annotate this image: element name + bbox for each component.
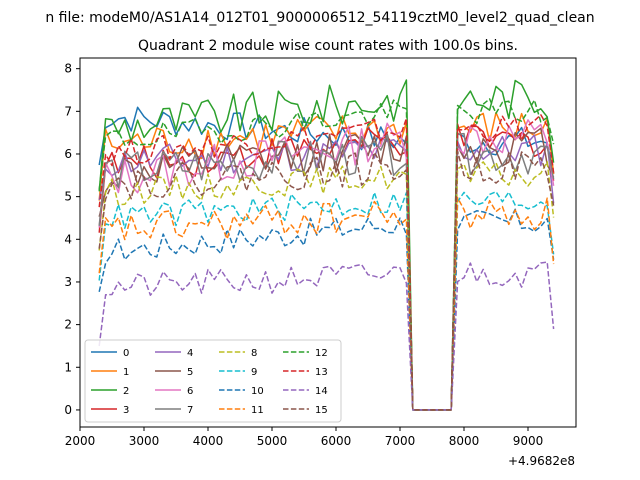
legend-label-13: 13 <box>315 367 328 378</box>
legend-label-2: 2 <box>123 386 129 397</box>
x-tick-label: 9000 <box>513 434 544 448</box>
legend-label-15: 15 <box>315 405 328 416</box>
series-line-15 <box>98 150 555 411</box>
series-line-2 <box>98 79 555 411</box>
y-tick-label: 6 <box>64 147 72 161</box>
y-tick-label: 0 <box>64 403 72 417</box>
x-tick-label: 3000 <box>129 434 160 448</box>
series-layer <box>98 79 555 411</box>
x-offset-label: +4.9682e8 <box>508 454 575 468</box>
legend-label-5: 5 <box>187 367 193 378</box>
x-tick-label: 7000 <box>385 434 416 448</box>
chart-title: Quadrant 2 module wise count rates with … <box>138 38 518 54</box>
y-tick-label: 2 <box>64 318 72 332</box>
series-line-12 <box>98 98 555 411</box>
y-axis: 0 1 2 3 4 5 6 7 8 <box>64 62 80 417</box>
legend-label-1: 1 <box>123 367 129 378</box>
x-tick-label: 6000 <box>321 434 352 448</box>
legend-frame <box>84 339 342 423</box>
legend-label-4: 4 <box>187 348 193 359</box>
series-line-11 <box>98 197 555 411</box>
legend-label-0: 0 <box>123 348 129 359</box>
legend-label-8: 8 <box>251 348 257 359</box>
series-line-9 <box>98 191 555 411</box>
series-line-13 <box>98 114 555 411</box>
figure-suptitle: n file: modeM0/AS1A14_012T01_9000006512_… <box>45 10 594 26</box>
legend-label-7: 7 <box>187 405 193 416</box>
y-tick-label: 7 <box>64 104 72 118</box>
y-tick-label: 3 <box>64 275 72 289</box>
legend-label-11: 11 <box>251 405 264 416</box>
y-tick-label: 1 <box>64 360 72 374</box>
legend-label-9: 9 <box>251 367 257 378</box>
legend-label-3: 3 <box>123 405 129 416</box>
series-line-14 <box>98 261 555 411</box>
y-tick-label: 4 <box>64 232 72 246</box>
series-line-0 <box>98 106 555 411</box>
series-line-8 <box>98 161 555 411</box>
legend-label-12: 12 <box>315 348 328 359</box>
x-tick-label: 4000 <box>193 434 224 448</box>
x-tick-label: 5000 <box>257 434 288 448</box>
legend-label-6: 6 <box>187 386 193 397</box>
legend-label-10: 10 <box>251 386 264 397</box>
series-line-4 <box>98 134 555 411</box>
series-line-6 <box>98 119 555 411</box>
x-axis: 2000 3000 4000 5000 6000 7000 8000 9000 <box>65 427 544 448</box>
series-line-10 <box>98 208 555 411</box>
x-tick-label: 2000 <box>65 434 96 448</box>
x-tick-label: 8000 <box>449 434 480 448</box>
legend-label-14: 14 <box>315 386 328 397</box>
y-tick-label: 5 <box>64 190 72 204</box>
y-tick-label: 8 <box>64 62 72 76</box>
axes-frame <box>79 57 577 428</box>
